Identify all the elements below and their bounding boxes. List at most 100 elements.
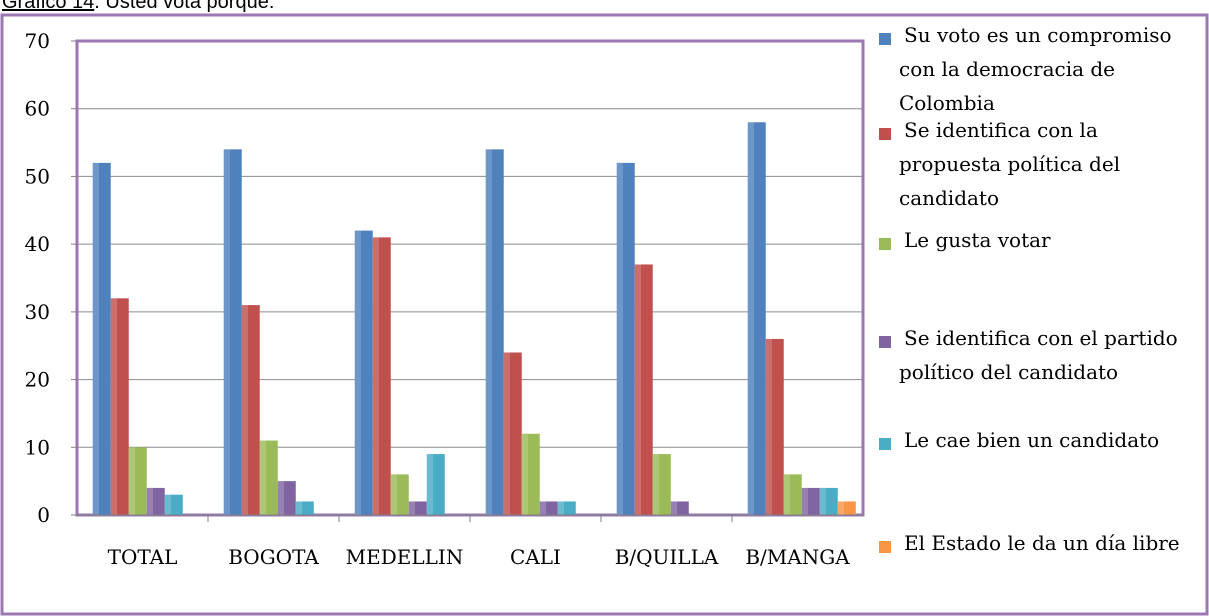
bar	[801, 487, 820, 515]
legend-swatch	[879, 438, 891, 450]
legend-label: candidato	[899, 186, 999, 210]
y-tick-label: 60	[25, 97, 50, 121]
bar	[783, 474, 802, 515]
x-tick-label: B/MANGA	[745, 545, 850, 569]
y-tick-label: 20	[25, 368, 50, 392]
bar	[164, 494, 183, 515]
bar	[616, 162, 635, 515]
bar-highlight	[241, 305, 249, 515]
bar-highlight	[670, 501, 678, 515]
bar	[539, 501, 558, 515]
bar	[146, 487, 165, 515]
bar-highlight	[390, 474, 398, 515]
bar-highlight	[747, 122, 755, 515]
bar	[670, 501, 689, 515]
bar-highlight	[801, 487, 809, 515]
bar-highlight	[616, 162, 624, 515]
bar-highlight	[295, 501, 303, 515]
bar	[241, 305, 260, 515]
bar	[503, 352, 522, 515]
x-tick-label: CALI	[510, 545, 561, 569]
bar	[390, 474, 409, 515]
legend-swatch	[879, 128, 891, 140]
bar-highlight	[426, 454, 434, 515]
legend-label: propuesta política del	[899, 152, 1120, 176]
caption-label: Gráfico 14	[2, 0, 95, 13]
bar	[747, 122, 766, 515]
bar-highlight	[837, 501, 845, 515]
bar	[128, 447, 147, 515]
legend-swatch	[879, 336, 891, 348]
legend-swatch	[879, 33, 891, 45]
bar	[557, 501, 576, 515]
bar-highlight	[408, 501, 416, 515]
bar-highlight	[634, 264, 642, 515]
bar-highlight	[354, 230, 362, 515]
bar	[765, 338, 784, 515]
bar	[354, 230, 373, 515]
bar-highlight	[128, 447, 136, 515]
bar-highlight	[110, 298, 118, 515]
bar-highlight	[146, 487, 154, 515]
legend-label: Le cae bien un candidato	[904, 428, 1159, 452]
bar	[92, 162, 111, 515]
bars	[92, 122, 856, 516]
legend-label: Se identifica con el partido	[904, 326, 1178, 350]
bar	[485, 149, 504, 516]
x-tick-label: B/QUILLA	[615, 545, 719, 569]
x-tick-label: TOTAL	[108, 545, 178, 569]
bar	[259, 440, 278, 515]
axis-ticks: 0 10 20 30 40 50 60 70 TOTAL BOGOTA MEDELLIN CALI B/…	[25, 29, 851, 569]
bar	[426, 454, 445, 515]
legend-label: El Estado le da un día libre	[904, 531, 1180, 555]
bar-highlight	[652, 454, 660, 515]
y-tick-label: 30	[25, 300, 50, 324]
bar-highlight	[557, 501, 565, 515]
bar	[223, 149, 242, 516]
chart-border	[0, 13, 1209, 616]
legend-label: político del candidato	[899, 360, 1118, 384]
legend-label: con la democracia de	[899, 57, 1115, 81]
bar-highlight	[819, 487, 827, 515]
bar	[408, 501, 427, 515]
legend-swatch	[879, 238, 891, 250]
legend-swatch	[879, 541, 891, 553]
bar	[652, 454, 671, 515]
caption-text: . Usted vota porque:	[94, 0, 275, 13]
legend: Su voto es un compromiso con la democraci…	[879, 23, 1180, 555]
bar-highlight	[765, 338, 773, 515]
bar-highlight	[783, 474, 791, 515]
bar	[277, 481, 296, 515]
bar	[819, 487, 838, 515]
bar	[110, 298, 129, 515]
bar	[372, 237, 391, 515]
legend-label: Colombia	[899, 91, 995, 115]
bar-highlight	[539, 501, 547, 515]
chart-caption: Gráfico 14. Usted vota porque:	[2, 0, 274, 13]
legend-label: Se identifica con la	[904, 118, 1098, 142]
y-tick-label: 70	[25, 29, 50, 53]
bar-highlight	[521, 433, 529, 515]
bar	[634, 264, 653, 515]
y-tick-label: 10	[25, 435, 50, 459]
bar-highlight	[485, 149, 493, 516]
y-tick-label: 50	[25, 164, 50, 188]
bar-highlight	[164, 494, 172, 515]
bar-highlight	[503, 352, 511, 515]
bar-highlight	[277, 481, 285, 515]
grid	[77, 108, 863, 448]
bar	[521, 433, 540, 515]
bar-highlight	[259, 440, 267, 515]
legend-label: Le gusta votar	[904, 228, 1051, 252]
bar	[837, 501, 856, 515]
bar	[295, 501, 314, 515]
bar-highlight	[223, 149, 231, 516]
legend-label: Su voto es un compromiso	[904, 23, 1172, 47]
x-tick-label: MEDELLIN	[346, 545, 464, 569]
y-tick-label: 0	[37, 503, 50, 527]
plot-area-border	[75, 39, 865, 517]
y-tick-label: 40	[25, 232, 50, 256]
x-tick-label: BOGOTA	[228, 545, 319, 569]
bar-highlight	[92, 162, 100, 515]
